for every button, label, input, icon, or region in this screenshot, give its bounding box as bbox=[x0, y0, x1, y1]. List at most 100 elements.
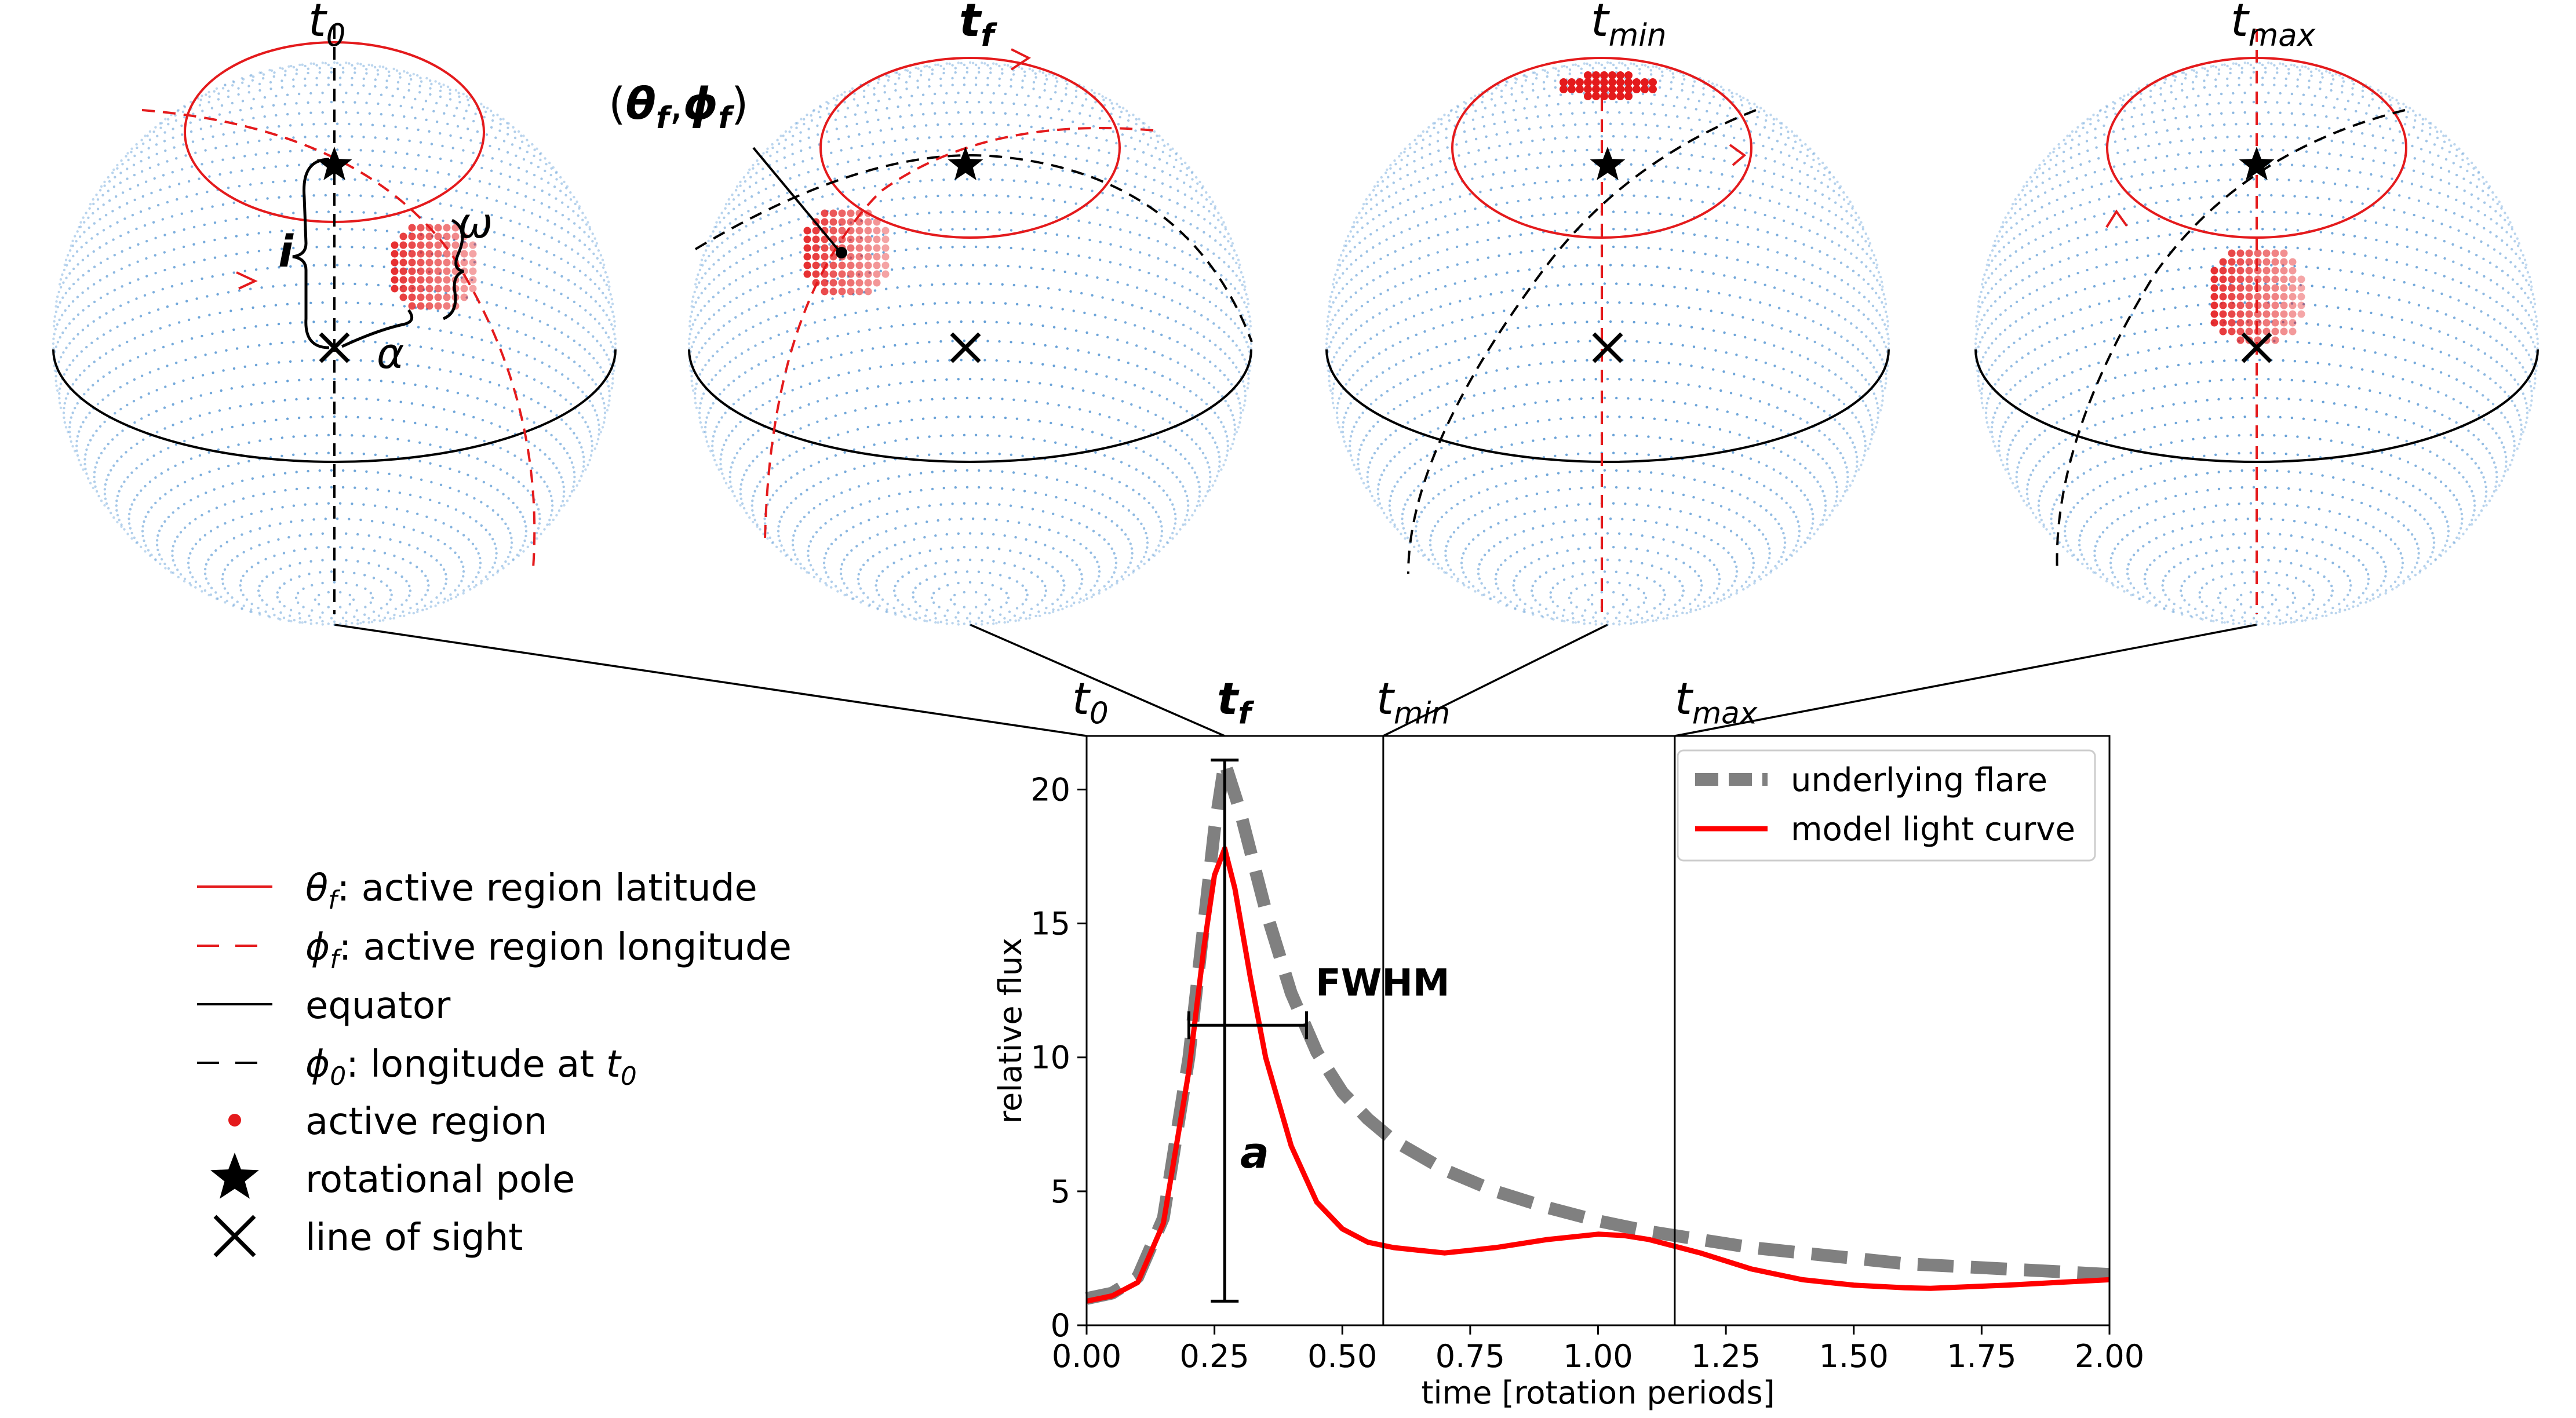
rotational-pole-icon bbox=[948, 147, 983, 180]
legend-entry-rotational-pole: rotational pole bbox=[210, 1153, 575, 1201]
legend-text: active region bbox=[305, 1100, 547, 1143]
longitude-t0-line bbox=[2056, 109, 2406, 574]
legend-entry-longitude: ϕf: active region longitude bbox=[197, 926, 792, 974]
alpha-label: α bbox=[377, 329, 404, 378]
chart-legend-box bbox=[1677, 749, 2096, 862]
geometry-annotations: (θf,ϕf) i ω α bbox=[278, 78, 748, 378]
pointer-dot bbox=[836, 247, 847, 258]
connector-line bbox=[1674, 624, 2257, 737]
chart-legend: underlying flare model light curve bbox=[1677, 749, 2096, 862]
x-tick-label: 0.50 bbox=[1307, 1338, 1377, 1375]
longitude-t0-line bbox=[694, 154, 1253, 342]
line-of-sight-icon bbox=[950, 332, 981, 363]
direction-arrow-icon bbox=[1729, 144, 1747, 166]
symbol-legend: θf: active region latitude ϕf: active reg… bbox=[197, 867, 792, 1259]
chart-axes: FWHM a 0.00 0.25 0.50 0.75 1.00 1.25 1.50 1.75 2.0… bbox=[992, 673, 2144, 1411]
light-curve-chart: FWHM a 0.00 0.25 0.50 0.75 1.00 1.25 1.50 1.75 2.0… bbox=[992, 673, 2144, 1411]
y-tick-label: 10 bbox=[1030, 1040, 1070, 1076]
rotational-pole-icon bbox=[2239, 147, 2275, 180]
legend-entry-equator: equator bbox=[197, 985, 451, 1027]
amplitude-label: a bbox=[1240, 1128, 1269, 1178]
pointer-line bbox=[752, 147, 840, 252]
x-tick-label: 2.00 bbox=[2075, 1338, 2144, 1375]
direction-arrow-icon bbox=[2105, 209, 2128, 228]
equator-line bbox=[52, 349, 617, 463]
theta-phi-label: (θf,ϕf) bbox=[609, 78, 748, 136]
line-of-sight-icon bbox=[1592, 332, 1623, 363]
x-tick-label: 1.25 bbox=[1691, 1338, 1761, 1375]
sphere-label-1: tf bbox=[959, 0, 997, 53]
sphere-time-labels: t0 tf tmin tmax bbox=[308, 0, 2316, 53]
sphere-label-2: tmin bbox=[1591, 0, 1667, 53]
y-tick-label: 15 bbox=[1030, 906, 1070, 942]
rotational-pole-icon bbox=[1590, 147, 1626, 180]
chart-legend-label: underlying flare bbox=[1791, 761, 2047, 799]
time-marker-label-1: tf bbox=[1217, 673, 1254, 731]
line-of-sight-icon bbox=[213, 1215, 256, 1257]
latitude-circle bbox=[1451, 57, 1752, 239]
sphere-label-3: tmax bbox=[2231, 0, 2316, 53]
x-tick-label: 0.00 bbox=[1052, 1338, 1121, 1375]
sphere-2 bbox=[1325, 57, 1890, 626]
x-tick-label: 0.75 bbox=[1435, 1338, 1505, 1375]
sphere-1 bbox=[687, 48, 1253, 626]
connector-line bbox=[334, 624, 1087, 737]
connector-line bbox=[970, 624, 1225, 737]
latitude-circle bbox=[819, 57, 1121, 239]
fwhm-label: FWHM bbox=[1316, 962, 1450, 1005]
equator-line bbox=[688, 349, 1252, 463]
direction-arrow-icon bbox=[1010, 48, 1031, 71]
sphere-0 bbox=[52, 26, 617, 626]
active-region-spot bbox=[391, 224, 477, 310]
legend-text: ϕf: active region longitude bbox=[305, 926, 792, 974]
y-tick-label: 20 bbox=[1030, 771, 1070, 808]
rotational-pole-icon bbox=[316, 147, 352, 180]
sphere-panels bbox=[52, 26, 2539, 626]
sphere-3 bbox=[1974, 29, 2539, 626]
legend-text: θf: active region latitude bbox=[305, 867, 757, 915]
active-longitude-line bbox=[141, 109, 536, 568]
legend-entry-active-region: active region bbox=[228, 1100, 547, 1143]
alpha-arc bbox=[341, 309, 414, 348]
omega-brace bbox=[442, 218, 465, 320]
time-marker-label-0: t0 bbox=[1072, 673, 1109, 731]
series-underlying-flare bbox=[1085, 756, 2110, 1305]
connector-lines bbox=[334, 624, 2257, 737]
chart-legend-label: model light curve bbox=[1791, 811, 2075, 848]
active-region-spot bbox=[803, 209, 890, 296]
y-axis-label: relative flux bbox=[992, 938, 1029, 1124]
active-longitude-line bbox=[764, 126, 1154, 540]
line-of-sight-icon bbox=[319, 332, 350, 363]
sphere-label-0: t0 bbox=[308, 0, 345, 53]
x-tick-label: 0.25 bbox=[1180, 1338, 1249, 1375]
equator-line bbox=[1325, 349, 1890, 463]
x-tick-label: 1.50 bbox=[1819, 1338, 1889, 1375]
y-tick-label: 0 bbox=[1051, 1307, 1070, 1344]
time-marker-label-3: tmax bbox=[1675, 673, 1758, 731]
legend-text: equator bbox=[305, 985, 451, 1027]
legend-entry-longitude-t0: ϕ0: longitude at t0 bbox=[197, 1043, 637, 1091]
x-tick-label: 1.75 bbox=[1947, 1338, 2016, 1375]
legend-entry-line-of-sight: line of sight bbox=[213, 1215, 523, 1259]
inclination-brace bbox=[292, 158, 330, 349]
omega-label: ω bbox=[458, 199, 493, 247]
active-region-spot bbox=[2210, 249, 2305, 344]
time-marker-label-2: tmin bbox=[1376, 673, 1450, 731]
chart-series bbox=[1085, 756, 2110, 1305]
direction-arrow-icon bbox=[236, 271, 258, 290]
rotational-pole-icon bbox=[210, 1153, 259, 1199]
legend-text: line of sight bbox=[305, 1216, 523, 1259]
x-tick-label: 1.00 bbox=[1563, 1338, 1633, 1375]
legend-entry-latitude: θf: active region latitude bbox=[197, 867, 757, 915]
series-model-light-curve bbox=[1086, 845, 2110, 1304]
line-of-sight-icon bbox=[2241, 332, 2272, 363]
active-region-spot bbox=[1560, 71, 1657, 100]
legend-text: ϕ0: longitude at t0 bbox=[305, 1043, 637, 1091]
y-tick-label: 5 bbox=[1051, 1173, 1070, 1210]
active-region-icon bbox=[228, 1114, 241, 1127]
legend-text: rotational pole bbox=[305, 1158, 575, 1201]
inclination-label: i bbox=[278, 225, 294, 277]
equator-line bbox=[1974, 349, 2539, 463]
longitude-t0-line bbox=[1407, 109, 1757, 574]
